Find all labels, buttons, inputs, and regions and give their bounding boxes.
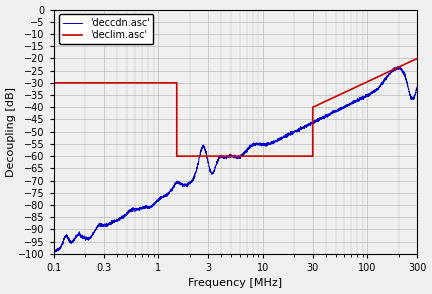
Y-axis label: Decoupling [dB]: Decoupling [dB] [6,87,16,177]
'deccdn.asc' [415,85,420,89]
Line: 'declim.asc': 'declim.asc' [54,59,417,156]
'deccdn.asc' [206,165,212,169]
X-axis label: Frequency [MHz]: Frequency [MHz] [188,278,283,288]
'declim.asc' [310,106,315,109]
'deccdn.asc' [395,65,400,68]
Legend: 'deccdn.asc', 'declim.asc': 'deccdn.asc', 'declim.asc' [59,14,153,44]
'declim.asc' [310,154,315,158]
'deccdn.asc' [114,218,120,221]
'declim.asc' [174,154,179,158]
'deccdn.asc' [51,249,57,253]
Line: 'deccdn.asc': 'deccdn.asc' [54,66,417,252]
'deccdn.asc' [191,179,196,182]
'declim.asc' [415,57,420,60]
'deccdn.asc' [368,91,374,95]
'deccdn.asc' [93,228,98,232]
'deccdn.asc' [408,93,413,97]
'declim.asc' [51,81,57,85]
'declim.asc' [174,81,179,85]
'deccdn.asc' [53,250,58,254]
